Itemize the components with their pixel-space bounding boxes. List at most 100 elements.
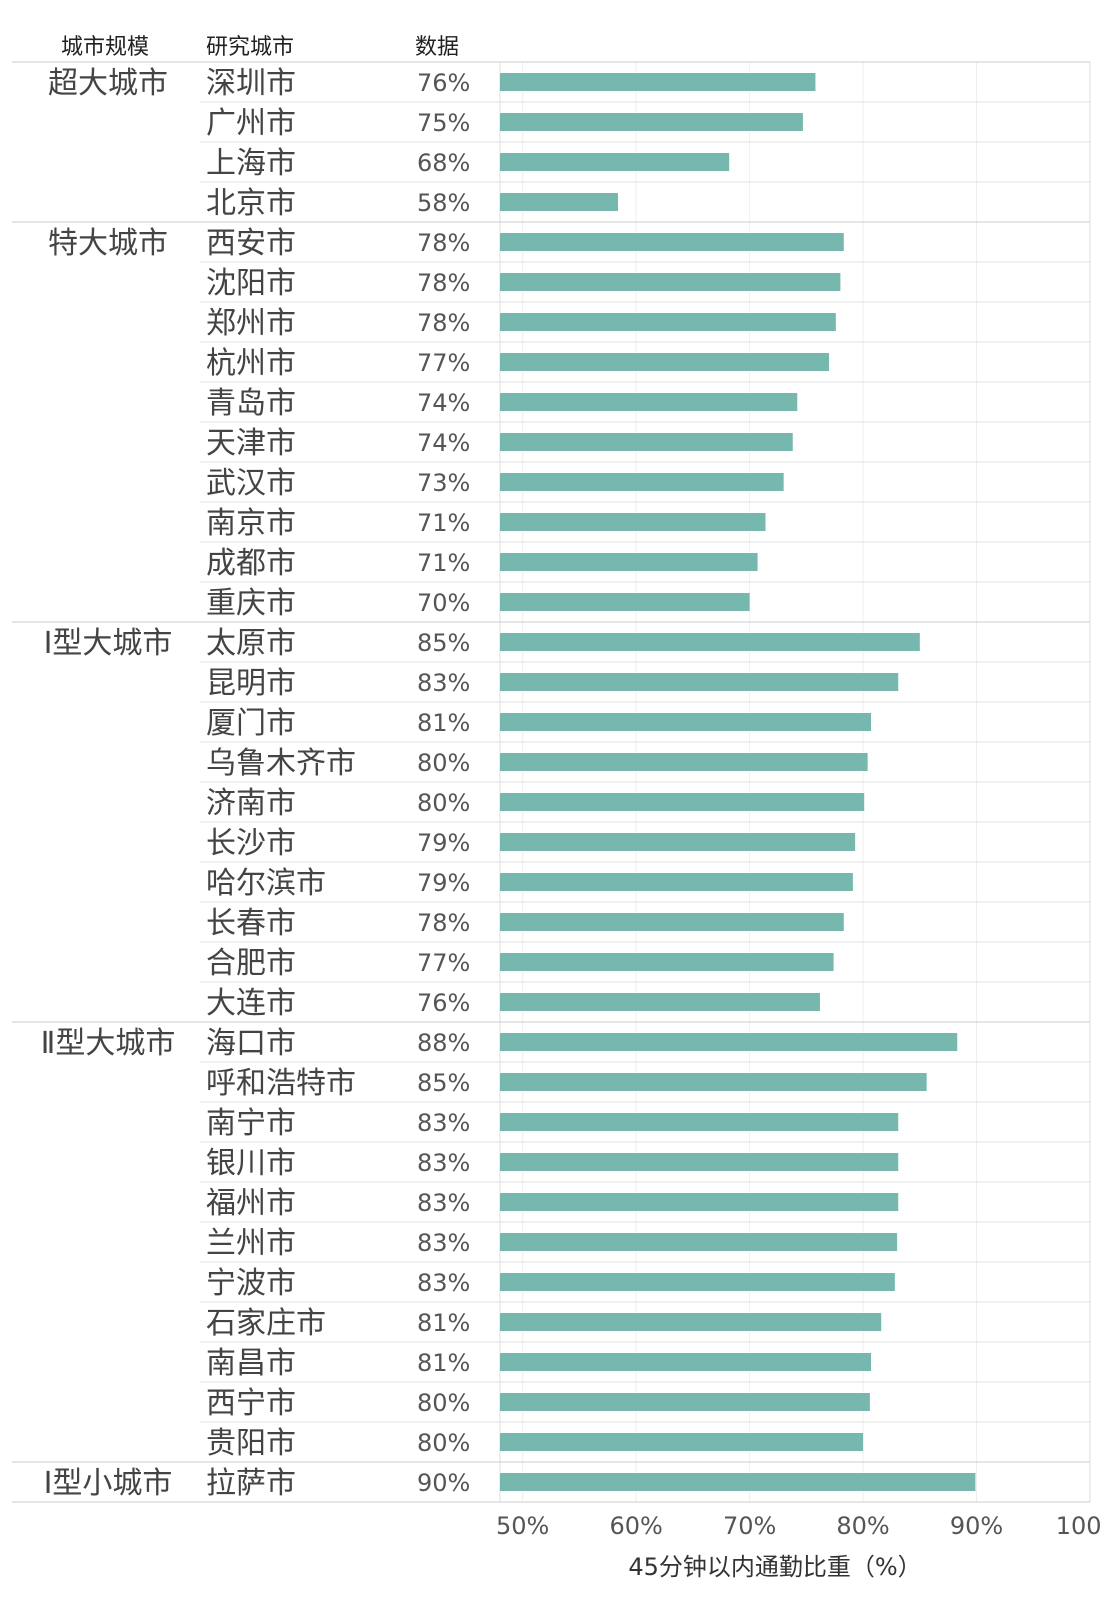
value-label: 88% bbox=[417, 1029, 470, 1057]
city-label: 南京市 bbox=[206, 506, 296, 541]
value-label: 81% bbox=[417, 1349, 470, 1377]
bar-上海市 bbox=[500, 153, 730, 171]
value-label: 83% bbox=[417, 1189, 470, 1217]
bar-厦门市 bbox=[500, 713, 872, 731]
city-label: 济南市 bbox=[206, 786, 296, 821]
bar-兰州市 bbox=[500, 1233, 898, 1251]
value-label: 74% bbox=[417, 389, 470, 417]
value-label: 68% bbox=[417, 149, 470, 177]
bar-北京市 bbox=[500, 193, 618, 211]
value-label: 85% bbox=[417, 629, 470, 657]
bar-太原市 bbox=[500, 633, 920, 651]
city-label: 宁波市 bbox=[206, 1266, 296, 1301]
city-label: 天津市 bbox=[206, 426, 296, 461]
city-label: 郑州市 bbox=[206, 306, 296, 341]
group-label: Ⅰ型大城市 bbox=[44, 626, 173, 661]
bar-昆明市 bbox=[500, 673, 899, 691]
value-label: 90% bbox=[417, 1469, 470, 1497]
value-label: 73% bbox=[417, 469, 470, 497]
bar-西安市 bbox=[500, 233, 844, 251]
city-label: 青岛市 bbox=[206, 386, 296, 421]
value-label: 85% bbox=[417, 1069, 470, 1097]
value-label: 78% bbox=[417, 229, 470, 257]
value-label: 80% bbox=[417, 789, 470, 817]
value-label: 76% bbox=[417, 69, 470, 97]
city-label: 杭州市 bbox=[206, 346, 296, 381]
value-label: 74% bbox=[417, 429, 470, 457]
value-label: 83% bbox=[417, 1149, 470, 1177]
city-label: 重庆市 bbox=[206, 586, 296, 621]
value-label: 78% bbox=[417, 269, 470, 297]
x-tick-label: 50% bbox=[496, 1512, 549, 1540]
city-label: 乌鲁木齐市 bbox=[206, 746, 356, 781]
bar-天津市 bbox=[500, 433, 793, 451]
bar-石家庄市 bbox=[500, 1313, 882, 1331]
city-label: 厦门市 bbox=[206, 706, 296, 741]
bar-福州市 bbox=[500, 1193, 899, 1211]
x-tick-label: 60% bbox=[609, 1512, 662, 1540]
city-label: 海口市 bbox=[206, 1026, 296, 1061]
city-label: 长沙市 bbox=[206, 826, 296, 861]
bar-大连市 bbox=[500, 993, 820, 1011]
x-axis-ticks: 50% 60% 70% 80% 90% 100% bbox=[496, 1512, 1100, 1540]
city-label: 哈尔滨市 bbox=[206, 866, 326, 901]
bar-沈阳市 bbox=[500, 273, 841, 291]
city-label: 石家庄市 bbox=[206, 1306, 326, 1341]
x-tick-label: 90% bbox=[950, 1512, 1003, 1540]
x-tick-label: 100% bbox=[1056, 1512, 1100, 1540]
bars bbox=[500, 73, 976, 1491]
value-label: 80% bbox=[417, 749, 470, 777]
value-label: 83% bbox=[417, 1109, 470, 1137]
header-value: 数据 bbox=[415, 35, 459, 60]
city-label: 大连市 bbox=[206, 986, 296, 1021]
value-label: 78% bbox=[417, 309, 470, 337]
value-label: 77% bbox=[417, 949, 470, 977]
value-label: 83% bbox=[417, 1229, 470, 1257]
bar-成都市 bbox=[500, 553, 758, 571]
row-separators bbox=[12, 61, 1090, 1503]
city-label: 深圳市 bbox=[206, 66, 296, 101]
value-label: 70% bbox=[417, 589, 470, 617]
group-label: Ⅱ型大城市 bbox=[41, 1026, 176, 1061]
city-label: 长春市 bbox=[206, 906, 296, 941]
bar-重庆市 bbox=[500, 593, 750, 611]
bar-西宁市 bbox=[500, 1393, 870, 1411]
city-label: 广州市 bbox=[206, 106, 296, 141]
bar-乌鲁木齐市 bbox=[500, 753, 868, 771]
bar-合肥市 bbox=[500, 953, 834, 971]
value-label: 83% bbox=[417, 669, 470, 697]
bar-南宁市 bbox=[500, 1113, 899, 1131]
city-label: 沈阳市 bbox=[206, 266, 296, 301]
bar-南京市 bbox=[500, 513, 766, 531]
value-label: 77% bbox=[417, 349, 470, 377]
x-axis-title: 45分钟以内通勤比重（%） bbox=[628, 1553, 921, 1581]
city-label: 兰州市 bbox=[206, 1226, 296, 1261]
value-label: 71% bbox=[417, 549, 470, 577]
city-label: 福州市 bbox=[206, 1186, 296, 1221]
bar-济南市 bbox=[500, 793, 865, 811]
bar-海口市 bbox=[500, 1033, 958, 1051]
group-label: Ⅰ型小城市 bbox=[44, 1466, 173, 1501]
group-label: 超大城市 bbox=[48, 66, 168, 101]
value-label: 76% bbox=[417, 989, 470, 1017]
city-label: 合肥市 bbox=[206, 946, 296, 981]
bar-银川市 bbox=[500, 1153, 899, 1171]
value-label: 81% bbox=[417, 1309, 470, 1337]
bar-武汉市 bbox=[500, 473, 784, 491]
city-label: 银川市 bbox=[206, 1146, 296, 1181]
bar-郑州市 bbox=[500, 313, 836, 331]
value-label: 79% bbox=[417, 869, 470, 897]
group-label: 特大城市 bbox=[48, 226, 168, 261]
city-label: 太原市 bbox=[206, 626, 296, 661]
city-label: 成都市 bbox=[206, 546, 296, 581]
value-label: 80% bbox=[417, 1389, 470, 1417]
value-label: 79% bbox=[417, 829, 470, 857]
city-label: 南宁市 bbox=[206, 1106, 296, 1141]
value-label: 78% bbox=[417, 909, 470, 937]
bar-拉萨市 bbox=[500, 1473, 976, 1491]
city-label: 上海市 bbox=[206, 146, 296, 181]
bar-青岛市 bbox=[500, 393, 798, 411]
value-label: 81% bbox=[417, 709, 470, 737]
bar-宁波市 bbox=[500, 1273, 895, 1291]
bar-贵阳市 bbox=[500, 1433, 864, 1451]
